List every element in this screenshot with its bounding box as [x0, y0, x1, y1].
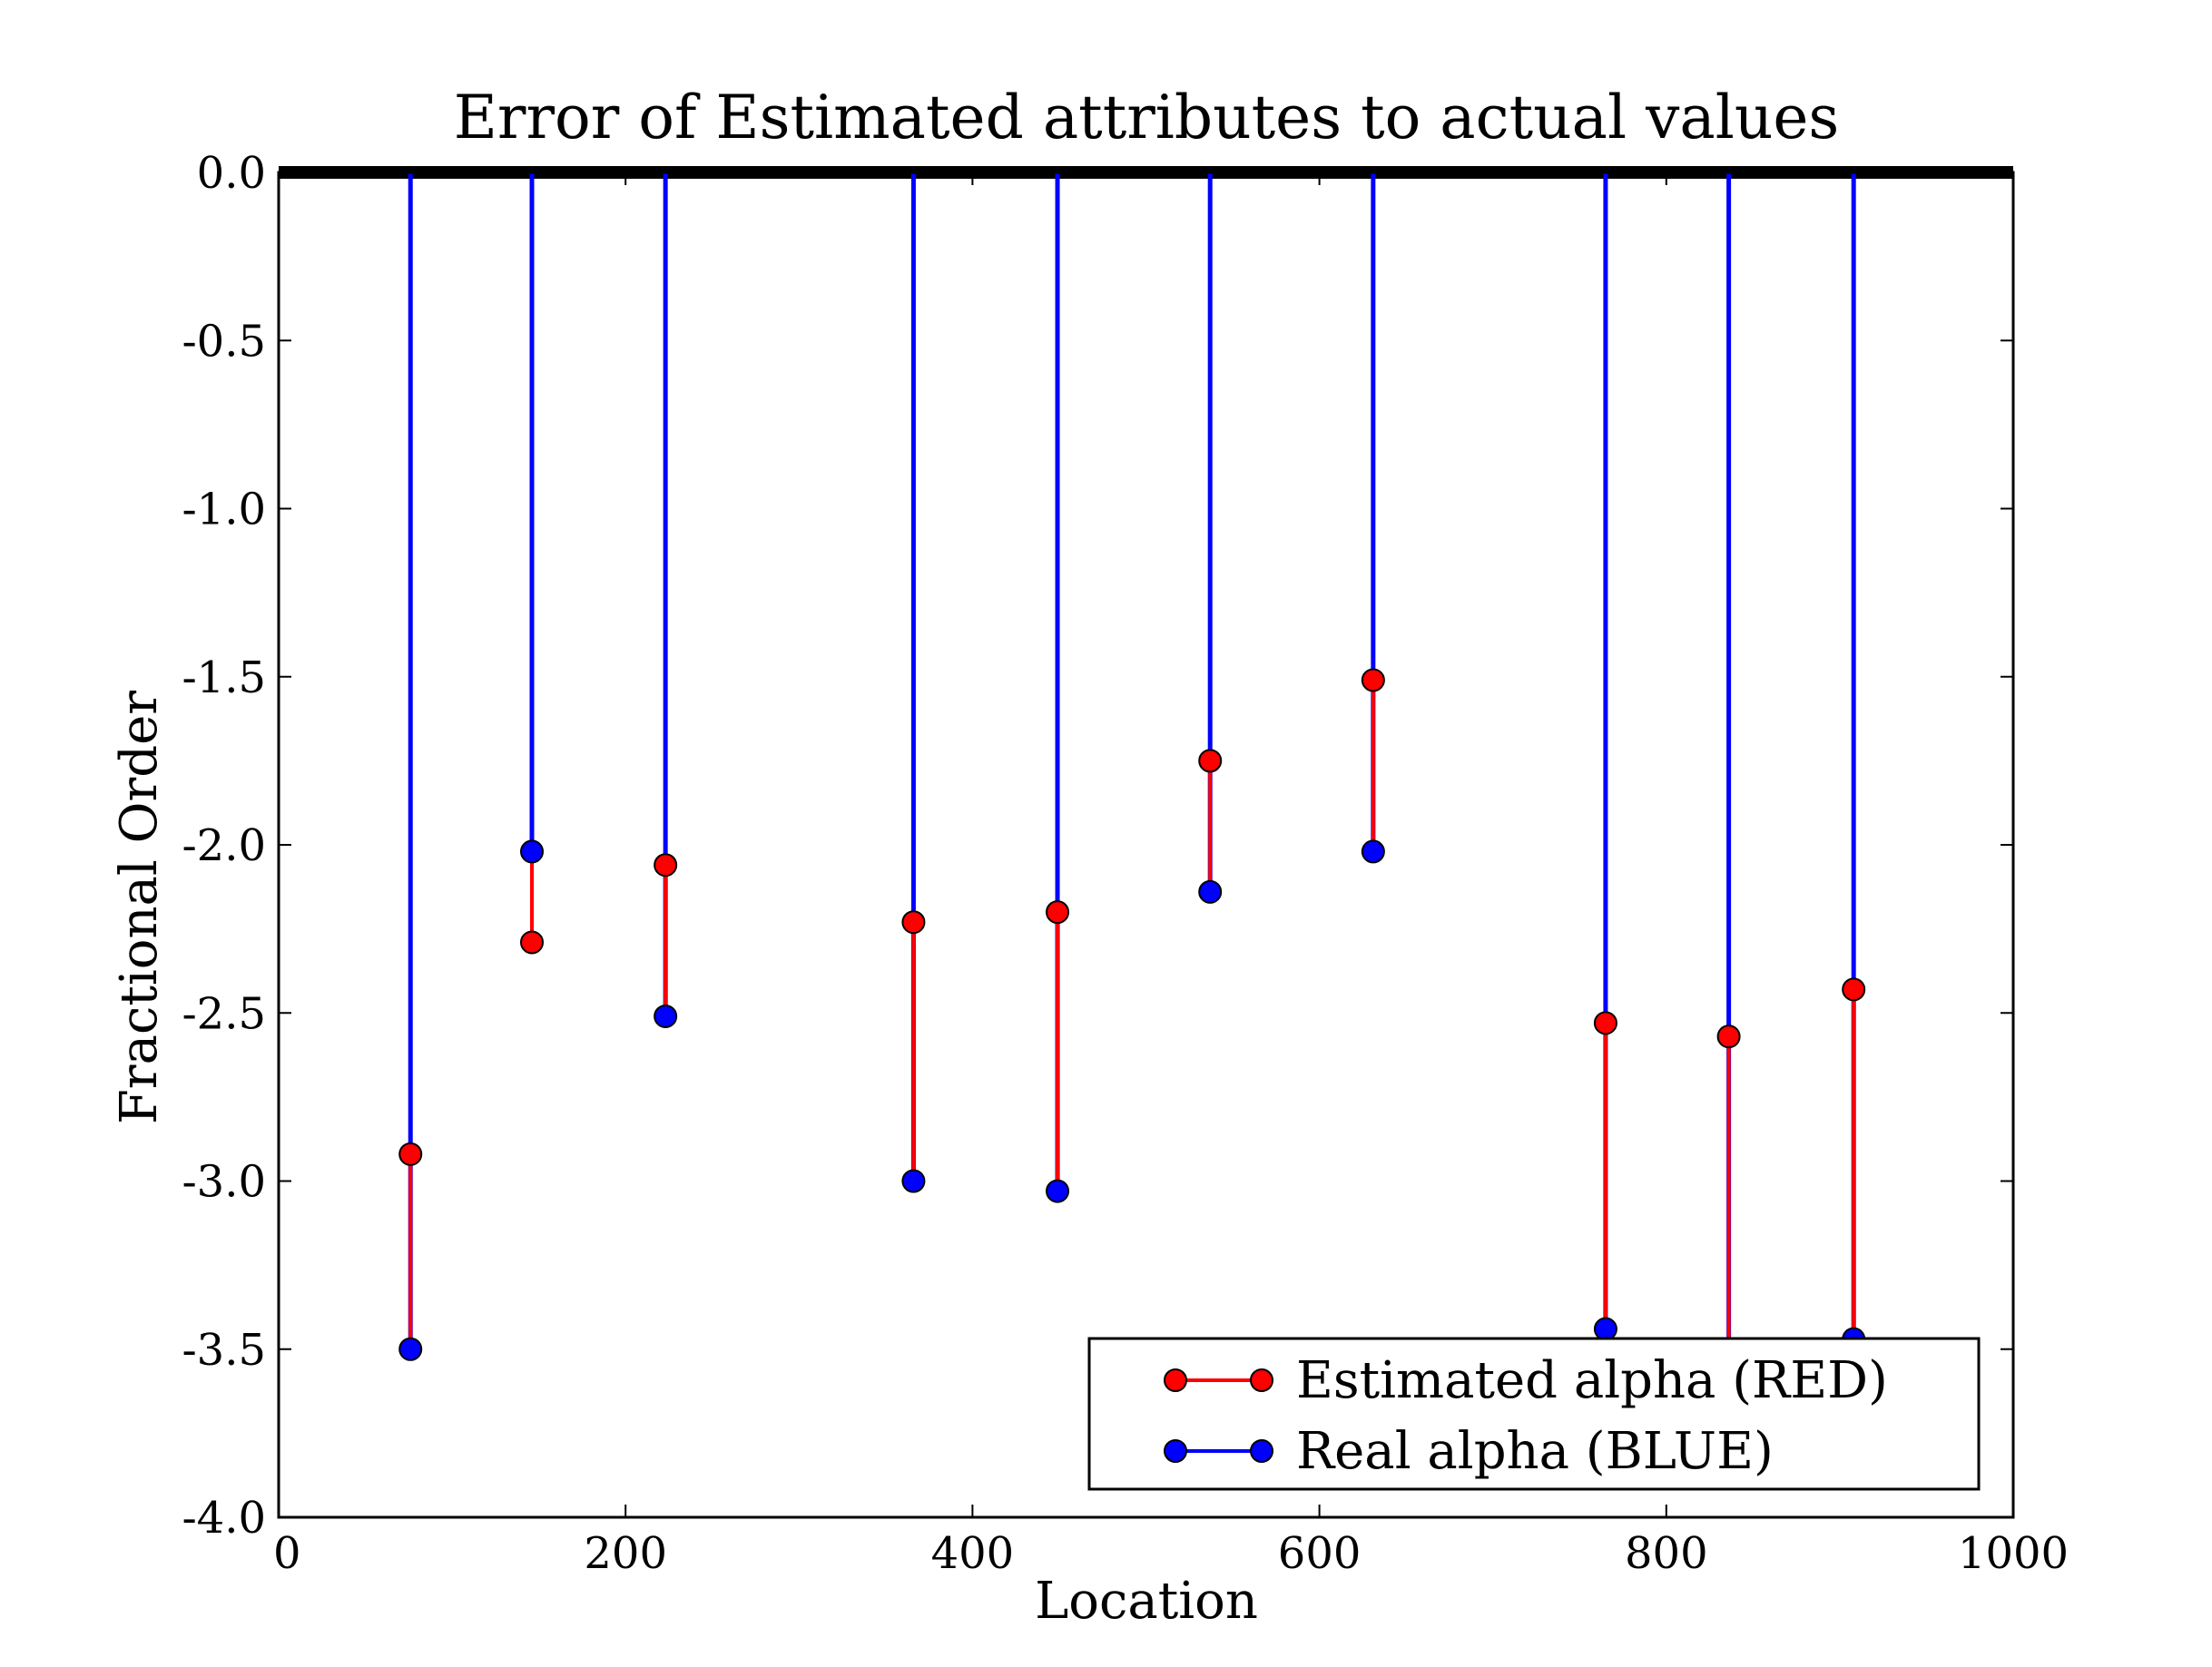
legend-label-1: Real alpha (BLUE)	[1296, 1422, 1774, 1481]
estimated-alpha-point-5	[1198, 749, 1223, 773]
real-alpha-point-6	[1361, 839, 1385, 864]
y-axis: 0.0 -0.5 -1.0 -1.5 -2.0 -2.5 -3.0 -3.5 -4.0	[182, 148, 2013, 1544]
real-alpha-point-5	[1198, 879, 1223, 904]
y-tick-label-7: -3.5	[182, 1325, 266, 1376]
estimated-alpha-point-4	[1046, 900, 1070, 925]
real-alpha-point-1	[520, 839, 545, 864]
legend-marker-start-0	[1164, 1368, 1187, 1392]
legend-marker-end-0	[1250, 1368, 1273, 1392]
estimated-alpha-point-3	[901, 910, 926, 935]
estimated-alpha-point-1	[520, 930, 545, 955]
y-tick-label-2: -1.0	[182, 485, 266, 535]
legend-label-0: Estimated alpha (RED)	[1296, 1351, 1888, 1410]
x-tick-label-1: 200	[584, 1528, 667, 1579]
real-alpha-point-4	[1046, 1179, 1070, 1203]
real-alpha-point-0	[398, 1337, 423, 1361]
y-tick-label-5: -2.5	[182, 988, 266, 1039]
estimated-alpha-point-2	[654, 853, 678, 878]
real-alpha-point-3	[901, 1169, 926, 1193]
x-tick-label-5: 1000	[1958, 1528, 2069, 1579]
x-tick-label-4: 800	[1625, 1528, 1708, 1579]
estimated-alpha-point-7	[1593, 1011, 1617, 1035]
x-axis: 0 200 400 600 800 1000	[273, 172, 2069, 1579]
real-alpha-point-7	[1593, 1317, 1617, 1341]
y-tick-label-8: -4.0	[182, 1493, 266, 1544]
legend-marker-start-1	[1164, 1439, 1187, 1463]
legend: Estimated alpha (RED) Real alpha (BLUE)	[1087, 1337, 1981, 1491]
y-tick-label-0: 0.0	[197, 148, 266, 199]
chart-title: Error of Estimated attributes to actual …	[454, 83, 1840, 152]
estimated-alpha-point-8	[1716, 1025, 1741, 1049]
y-axis-label: Fractional Order	[110, 691, 169, 1124]
estimated-alpha-point-9	[1842, 977, 1866, 1002]
legend-box	[1087, 1337, 1981, 1491]
x-tick-label-2: 400	[931, 1528, 1015, 1579]
legend-marker-end-1	[1250, 1439, 1273, 1463]
real-alpha-point-2	[654, 1004, 678, 1028]
y-tick-label-1: -0.5	[182, 316, 266, 367]
estimated-alpha-point-6	[1361, 668, 1385, 692]
x-axis-label: Location	[1035, 1572, 1258, 1631]
x-tick-label-3: 600	[1278, 1528, 1362, 1579]
y-tick-label-4: -2.0	[182, 820, 266, 871]
x-tick-label-0: 0	[273, 1528, 301, 1579]
y-tick-label-3: -1.5	[182, 652, 266, 703]
estimated-alpha-point-0	[398, 1142, 423, 1166]
y-tick-label-6: -3.0	[182, 1157, 266, 1208]
